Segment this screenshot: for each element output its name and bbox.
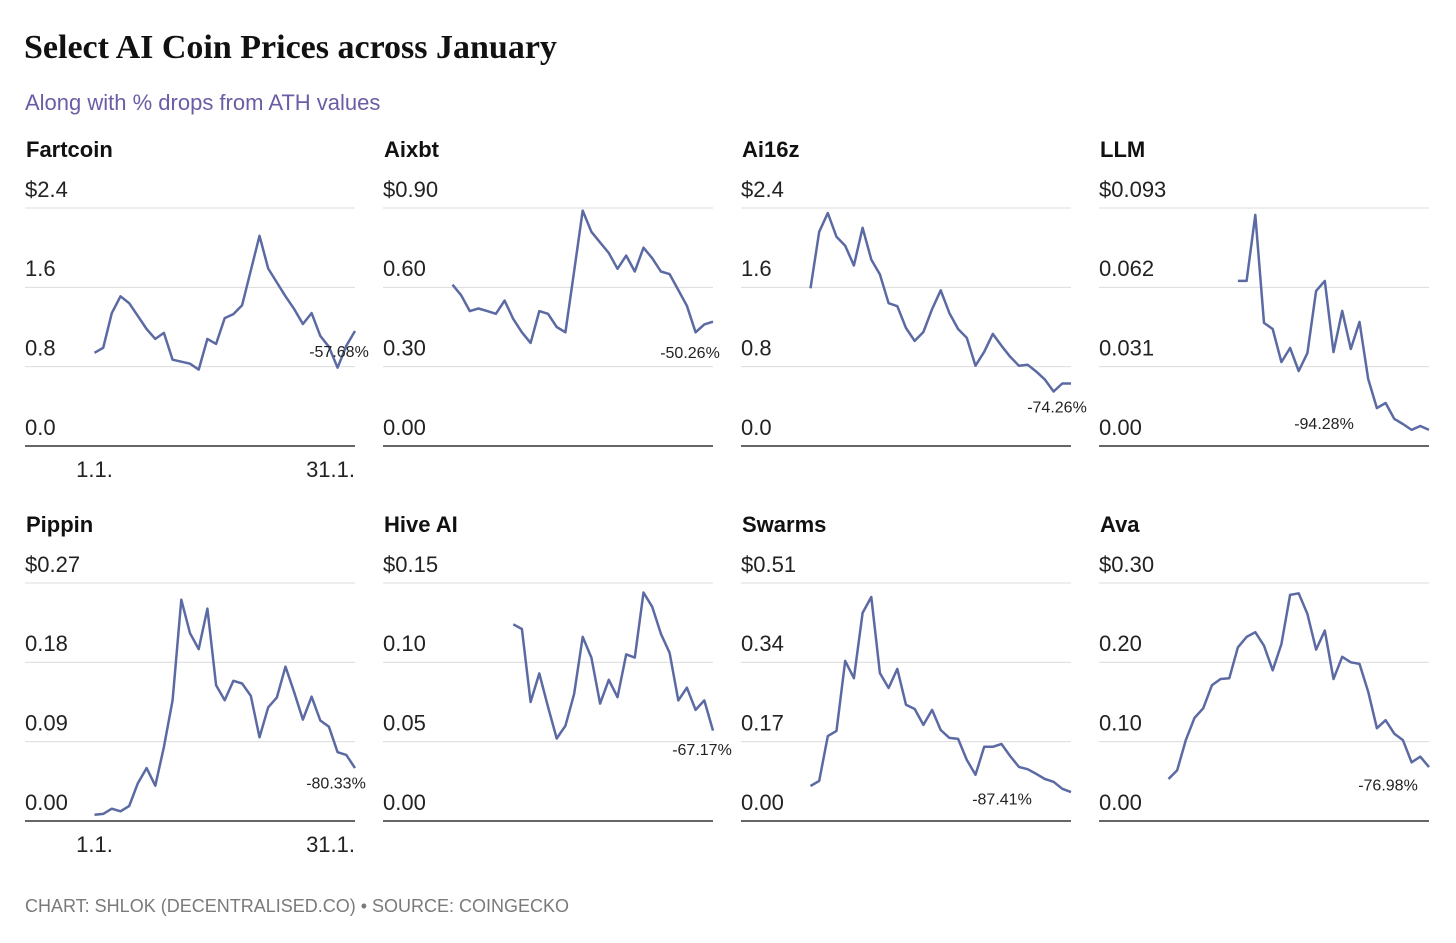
panel-title: Aixbt: [384, 137, 440, 162]
y-tick-label: $0.51: [741, 552, 796, 577]
x-tick-label: 1.1.: [76, 457, 113, 482]
y-tick-label: 0.09: [25, 710, 68, 735]
panel-title: Fartcoin: [26, 137, 113, 162]
chart-subtitle: Along with % drops from ATH values: [25, 90, 380, 115]
x-tick-label: 31.1.: [306, 832, 355, 857]
y-tick-label: 1.6: [25, 256, 56, 281]
x-tick-label: 1.1.: [76, 832, 113, 857]
price-line: [1167, 592, 1430, 780]
drop-annotation: -74.26%: [1027, 400, 1087, 417]
y-tick-label: $0.90: [383, 177, 438, 202]
panel-title: LLM: [1100, 137, 1145, 162]
price-line: [451, 209, 714, 345]
y-tick-label: 0.00: [25, 790, 68, 815]
y-tick-label: $0.30: [1099, 552, 1154, 577]
price-line: [1237, 213, 1430, 432]
y-tick-label: 0.18: [25, 631, 68, 656]
y-tick-label: 0.8: [741, 335, 772, 360]
y-tick-label: $2.4: [741, 177, 784, 202]
y-tick-label: 0.05: [383, 710, 426, 735]
y-tick-label: $2.4: [25, 177, 68, 202]
panel-title: Ava: [1100, 512, 1140, 537]
drop-annotation: -76.98%: [1358, 777, 1418, 794]
y-tick-label: 0.00: [383, 415, 426, 440]
y-tick-label: 0.30: [383, 335, 426, 360]
y-tick-label: 0.031: [1099, 335, 1154, 360]
y-tick-label: 0.17: [741, 710, 784, 735]
y-tick-label: $0.093: [1099, 177, 1166, 202]
y-tick-label: 0.0: [741, 415, 772, 440]
y-tick-label: 0.10: [1099, 710, 1142, 735]
y-tick-label: 0.062: [1099, 256, 1154, 281]
price-line: [512, 591, 715, 740]
drop-annotation: -67.17%: [672, 742, 732, 759]
price-line: [809, 595, 1072, 794]
y-tick-label: 0.0: [25, 415, 56, 440]
drop-annotation: -57.68%: [309, 344, 369, 361]
y-tick-label: 0.10: [383, 631, 426, 656]
y-tick-label: 1.6: [741, 256, 772, 281]
y-tick-label: 0.00: [741, 790, 784, 815]
panel-title: Swarms: [742, 512, 826, 537]
price-line: [94, 598, 357, 817]
y-tick-label: 0.00: [1099, 415, 1142, 440]
panel-title: Pippin: [26, 512, 93, 537]
y-tick-label: $0.27: [25, 552, 80, 577]
x-tick-label: 31.1.: [306, 457, 355, 482]
y-tick-label: 0.34: [741, 631, 784, 656]
drop-annotation: -80.33%: [306, 775, 366, 792]
price-line: [809, 211, 1071, 393]
y-tick-label: 0.00: [1099, 790, 1142, 815]
panel-title: Hive AI: [384, 512, 458, 537]
drop-annotation: -94.28%: [1294, 416, 1354, 433]
y-tick-label: 0.8: [25, 335, 56, 360]
y-tick-label: 0.00: [383, 790, 426, 815]
source-note: CHART: SHLOK (DECENTRALISED.CO) • SOURCE…: [25, 896, 569, 916]
drop-annotation: -87.41%: [972, 791, 1032, 808]
panel-title: Ai16z: [742, 137, 799, 162]
y-tick-label: $0.15: [383, 552, 438, 577]
y-tick-label: 0.60: [383, 256, 426, 281]
chart-title: Select AI Coin Prices across January: [24, 29, 557, 66]
y-tick-label: 0.20: [1099, 631, 1142, 656]
drop-annotation: -50.26%: [660, 345, 720, 362]
price-line: [93, 234, 357, 371]
